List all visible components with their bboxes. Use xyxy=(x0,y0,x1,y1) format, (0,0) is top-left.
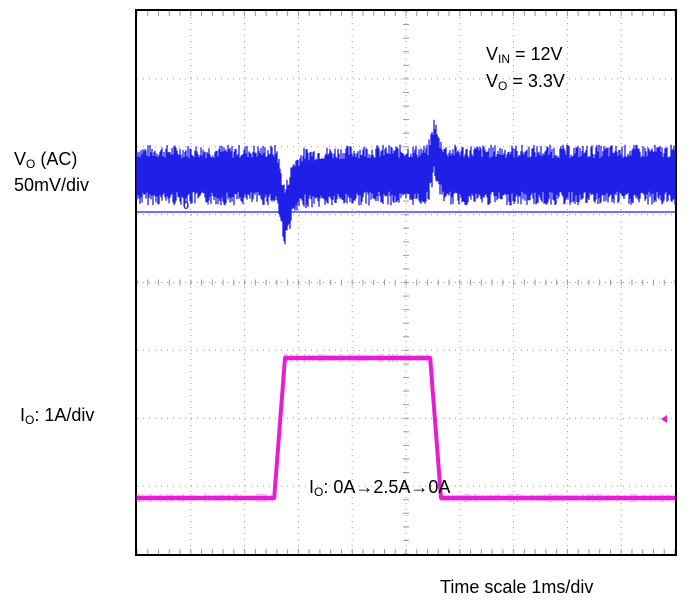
channel2-trace-noise xyxy=(136,354,676,502)
channel2-group xyxy=(136,354,676,502)
channel1-trace xyxy=(136,119,676,245)
channel1-group xyxy=(136,119,676,245)
channel2-label: IO: 1A/div xyxy=(20,405,95,427)
channel1-label: VO (AC) xyxy=(14,149,78,171)
channel1-scale-label: 50mV/div xyxy=(14,175,90,195)
grid xyxy=(136,10,676,555)
current-step-annotation: IO: 0A→2.5A→0A xyxy=(309,477,451,499)
plot-frame xyxy=(135,9,677,556)
x-axis-label: Time scale 1ms/div xyxy=(440,577,594,597)
vo-parameter-label: VO = 3.3V xyxy=(486,71,565,93)
channel2-trigger-marker-icon xyxy=(661,415,667,423)
vin-parameter-label: VIN = 12V xyxy=(486,44,563,66)
channel1-ground-marker: 0 xyxy=(183,200,189,212)
